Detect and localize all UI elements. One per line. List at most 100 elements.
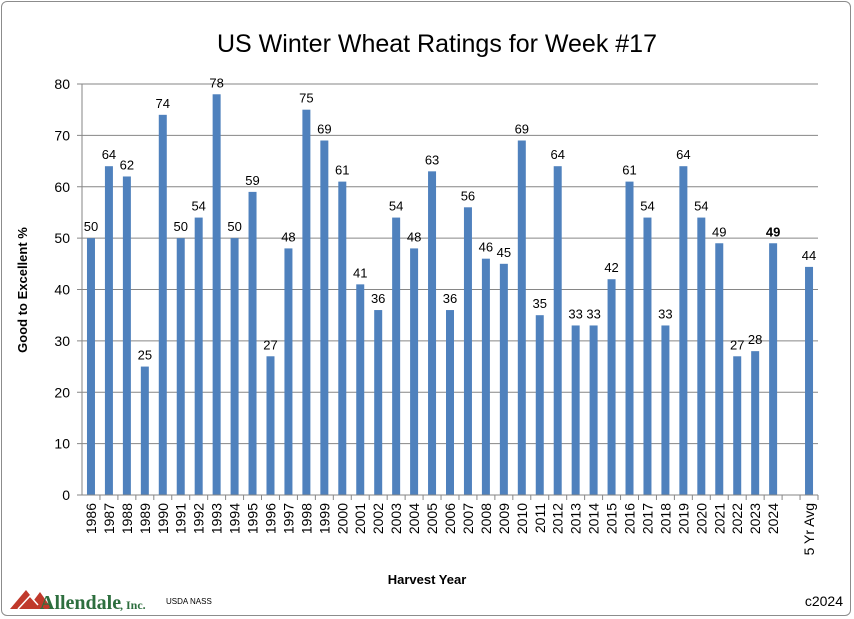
bar-2003 <box>392 217 401 495</box>
bar-2010 <box>517 140 526 495</box>
x-tick-label: 1991 <box>173 503 189 534</box>
data-label: 35 <box>533 296 547 311</box>
y-tick-label: 70 <box>54 127 70 143</box>
bar-2002 <box>374 310 383 495</box>
bar-2018 <box>661 325 670 495</box>
x-tick-label: 2006 <box>442 503 458 534</box>
x-tick-label: 2022 <box>729 503 745 534</box>
bar-1994 <box>230 238 239 495</box>
x-tick-label: 2016 <box>622 503 638 534</box>
data-label: 74 <box>156 96 170 111</box>
bars <box>86 94 814 496</box>
x-tick-label: 2024 <box>765 503 781 534</box>
bar-2019 <box>679 166 688 495</box>
data-label: 78 <box>209 75 223 90</box>
data-label: 42 <box>604 260 618 275</box>
data-label: 33 <box>658 306 672 321</box>
source-text: USDA NASS <box>166 597 212 606</box>
bar-2012 <box>553 166 562 495</box>
y-axis-ticks: 0 10 20 30 40 50 60 70 80 <box>54 76 82 503</box>
bar-1991 <box>176 238 185 495</box>
x-tick-label: 2005 <box>424 503 440 534</box>
data-label: 54 <box>640 199 654 214</box>
x-tick-label: 1998 <box>298 503 314 534</box>
bar-1993 <box>212 94 221 496</box>
bar-1988 <box>122 176 131 495</box>
data-label: 56 <box>461 188 475 203</box>
data-labels: 50 64 62 25 74 50 54 78 50 59 27 48 75 69 61 41 36 54 48 63… <box>84 75 817 362</box>
copyright-text: c2024 <box>805 593 843 609</box>
data-label: 36 <box>371 291 385 306</box>
data-label: 54 <box>389 199 403 214</box>
data-label: 45 <box>497 245 511 260</box>
bar-2007 <box>463 207 472 496</box>
bar-2013 <box>571 325 580 495</box>
x-tick-label: 2017 <box>639 503 655 534</box>
x-tick-label: 2013 <box>568 503 584 534</box>
bar-2015 <box>607 279 616 495</box>
data-label: 25 <box>138 348 152 363</box>
x-tick-label: 1990 <box>155 503 171 534</box>
data-label: 63 <box>425 152 439 167</box>
x-tick-label: 1997 <box>280 503 296 534</box>
data-label: 36 <box>443 291 457 306</box>
gridlines <box>82 83 818 445</box>
x-tick-label: 1995 <box>245 503 261 534</box>
data-label: 48 <box>407 229 421 244</box>
x-tick-label: 1999 <box>316 503 332 534</box>
bar-2014 <box>589 325 598 495</box>
x-tick-label: 2008 <box>478 503 494 534</box>
data-label: 27 <box>730 337 744 352</box>
y-tick-label: 20 <box>54 384 70 400</box>
x-tick-label: 2012 <box>550 503 566 534</box>
x-tick-label: 2001 <box>352 503 368 534</box>
x-tick-label: 2009 <box>496 503 512 534</box>
x-tick-label: 2003 <box>388 503 404 534</box>
bar-1995 <box>248 191 257 495</box>
x-tick-label: 2020 <box>693 503 709 534</box>
data-label: 59 <box>245 173 259 188</box>
bar-1986 <box>86 238 95 495</box>
data-label: 64 <box>676 147 690 162</box>
bar-2000 <box>338 181 347 496</box>
data-label: 64 <box>550 147 564 162</box>
data-label: 50 <box>173 219 187 234</box>
x-axis-ticks: 1986 1987 1988 1989 1990 1991 1992 1993 1994 1995… <box>83 495 819 555</box>
x-tick-label: 2010 <box>514 503 530 534</box>
x-tick-label: 2021 <box>711 503 727 534</box>
bar-1999 <box>320 140 329 495</box>
x-tick-label: 1988 <box>119 503 135 534</box>
x-tick-label: 2004 <box>406 503 422 534</box>
y-tick-label: 10 <box>54 436 70 452</box>
data-label: 69 <box>515 122 529 137</box>
data-label: 49 <box>712 224 726 239</box>
bar-2020 <box>697 217 706 495</box>
y-tick-label: 50 <box>54 230 70 246</box>
data-label: 62 <box>120 157 134 172</box>
x-tick-label: 1987 <box>101 503 117 534</box>
data-label: 33 <box>568 306 582 321</box>
bar-1992 <box>194 217 203 495</box>
bar-2001 <box>356 284 365 495</box>
data-label: 27 <box>263 337 277 352</box>
bar-1997 <box>284 248 293 495</box>
y-tick-label: 30 <box>54 333 70 349</box>
y-tick-label: 60 <box>54 179 70 195</box>
x-tick-label: 2015 <box>604 503 620 534</box>
bar-2005 <box>428 171 437 495</box>
data-label: 64 <box>102 147 116 162</box>
data-label: 75 <box>299 91 313 106</box>
y-tick-label: 80 <box>54 76 70 92</box>
bar-2006 <box>446 310 454 495</box>
bar-1989 <box>140 366 149 495</box>
bar-2021 <box>715 243 724 495</box>
bar-2008 <box>481 258 490 495</box>
data-label: 48 <box>281 229 295 244</box>
data-label: 46 <box>479 240 493 255</box>
bar-1996 <box>266 356 275 495</box>
bar-1998 <box>302 109 311 495</box>
x-tick-label: 1986 <box>83 503 99 534</box>
allendale-logo: Allendale , Inc. <box>10 590 146 614</box>
x-tick-label: 1993 <box>209 503 225 534</box>
